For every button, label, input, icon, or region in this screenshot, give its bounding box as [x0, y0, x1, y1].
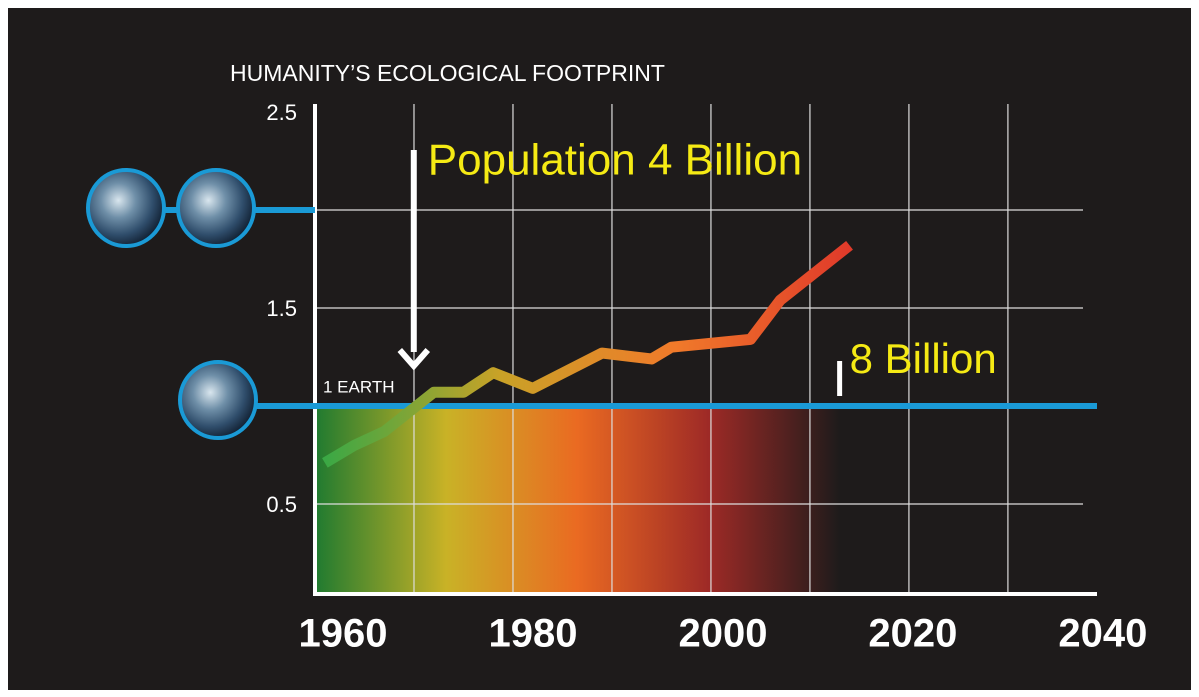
y-tick-label: 2.5	[266, 100, 297, 125]
x-tick-label: 1980	[488, 612, 577, 656]
annotation: 8 Billion	[850, 335, 997, 382]
earth-icon	[88, 170, 164, 246]
chart-title: HUMANITY’S ECOLOGICAL FOOTPRINT	[230, 60, 665, 86]
y-tick-label: 1.5	[266, 296, 297, 321]
earth-label: 1 EARTH	[323, 377, 395, 396]
earth-icon	[178, 170, 254, 246]
annotation: Population 4 Billion	[428, 136, 802, 185]
x-tick-label: 2040	[1058, 612, 1147, 656]
earth-area	[315, 406, 840, 594]
x-tick-label: 2020	[868, 612, 957, 656]
x-tick-label: 2000	[678, 612, 767, 656]
y-tick-label: 0.5	[266, 492, 297, 517]
x-tick-label: 1960	[299, 612, 388, 656]
chart: HUMANITY’S ECOLOGICAL FOOTPRINT 1 EARTH 0…	[0, 0, 1199, 697]
earth-icon	[180, 362, 256, 438]
